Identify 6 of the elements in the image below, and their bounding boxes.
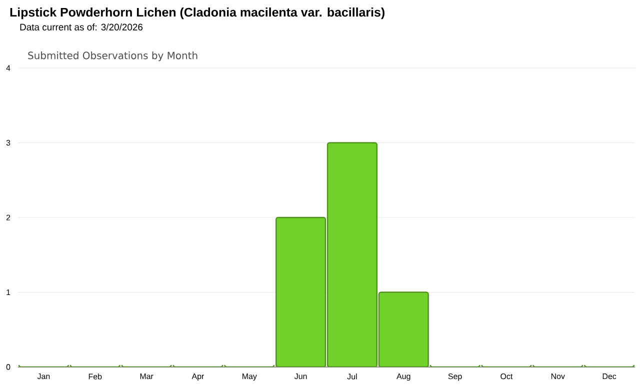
bar <box>378 292 429 367</box>
chart-title: Lipstick Powderhorn Lichen (Cladonia macilenta var. bacillaris) <box>10 8 384 20</box>
text: Submitted Observations by Month <box>28 52 198 62</box>
bar <box>326 142 378 367</box>
bar <box>276 216 326 367</box>
chart-subtitle: Data current as of: 3/20/2026 <box>20 24 143 30</box>
